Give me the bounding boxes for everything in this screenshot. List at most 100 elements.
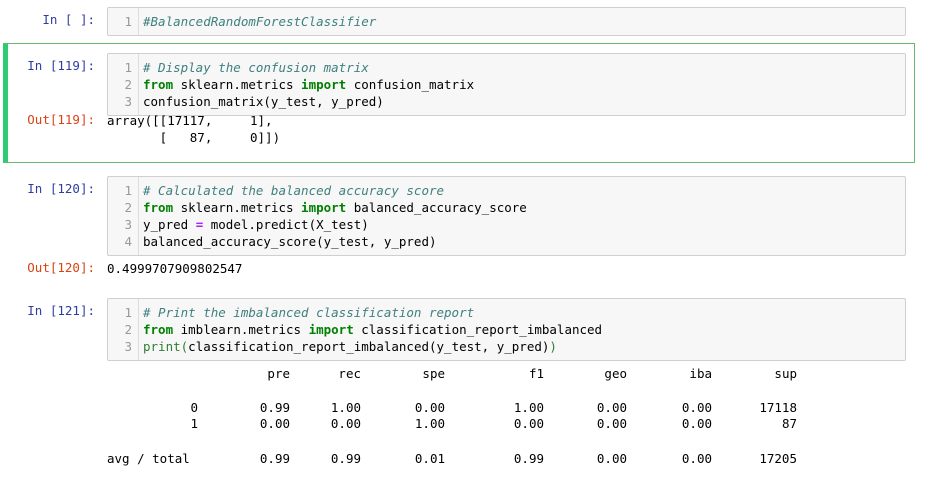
code-token: import (308, 322, 354, 337)
report-cell: 0.00 (681, 400, 712, 415)
code-line: 1 # Display the confusion matrix (108, 59, 905, 76)
code-token: ( (180, 339, 189, 354)
code-token: confusion_matrix (346, 77, 475, 92)
report-cell: 0.99 (259, 451, 290, 466)
report-header: geo (604, 366, 627, 381)
report-header: f1 (528, 366, 544, 381)
report-cell: 0.00 (596, 451, 627, 466)
code-line: 1 # Calculated the balanced accuracy scor… (108, 182, 905, 199)
code-token: #BalancedRandomForestClassifier (143, 14, 377, 29)
line-number: 2 (124, 200, 132, 215)
code-line: 2 from sklearn.metrics import confusion_m… (108, 76, 905, 93)
report-cell: 0.99 (513, 451, 544, 466)
code-token: print (143, 339, 181, 354)
code-editor[interactable]: 1 # Display the confusion matrix 2 from skl… (107, 53, 906, 116)
report-cell: 87 (781, 416, 797, 431)
output-text: 0.4999707909802547 (107, 261, 243, 276)
input-prompt: In [119]: (27, 58, 95, 73)
report-cell: 1.00 (330, 400, 361, 415)
code-token: from (143, 77, 174, 92)
code-text: from sklearn.metrics import balanced_acc… (143, 199, 527, 216)
code-token: classification_report_imbalanced(y_test,… (188, 339, 550, 354)
line-number: 2 (124, 322, 132, 337)
report-cell: 0.00 (596, 400, 627, 415)
line-number: 1 (124, 14, 132, 29)
code-token: sklearn.metrics (173, 77, 302, 92)
code-token: model.predict(X_test) (203, 217, 369, 232)
code-text: print(classification_report_imbalanced(y… (143, 338, 557, 355)
line-number: 1 (124, 305, 132, 320)
code-line: 3 print(classification_report_imbalanced(… (108, 338, 905, 355)
report-cell: 0.00 (414, 400, 445, 415)
code-text: from imblearn.metrics import classificat… (143, 321, 602, 338)
code-editor[interactable]: 1 # Print the imbalanced classification r… (107, 298, 906, 361)
report-header: sup (774, 366, 797, 381)
code-text: y_pred = model.predict(X_test) (143, 216, 369, 233)
report-header: iba (689, 366, 712, 381)
code-token: confusion_matrix(y_test, y_pred) (143, 94, 384, 109)
report-cell: 0.00 (259, 416, 290, 431)
code-line: 1 #BalancedRandomForestClassifier (108, 13, 905, 30)
report-cell: 0.99 (330, 451, 361, 466)
line-number: 4 (124, 234, 132, 249)
line-number-gutter (108, 299, 139, 360)
code-line: 3 confusion_matrix(y_test, y_pred) (108, 93, 905, 110)
code-token: balanced_accuracy_score (346, 200, 527, 215)
report-cell: 17118 (759, 400, 797, 415)
line-number-gutter (108, 8, 139, 35)
line-number: 1 (124, 183, 132, 198)
code-line: 4 balanced_accuracy_score(y_test, y_pred) (108, 233, 905, 250)
report-header: spe (422, 366, 445, 381)
report-row-label: 0 (190, 400, 198, 415)
report-cell: 1.00 (414, 416, 445, 431)
output-prompt: Out[119]: (27, 112, 95, 127)
code-token: # Calculated the balanced accuracy score (143, 183, 445, 198)
code-text: # Display the confusion matrix (143, 59, 369, 76)
report-header: rec (338, 366, 361, 381)
report-cell: 1.00 (513, 400, 544, 415)
report-cell: 0.00 (596, 416, 627, 431)
code-text: confusion_matrix(y_test, y_pred) (143, 93, 384, 110)
code-line: 3 y_pred = model.predict(X_test) (108, 216, 905, 233)
code-text: # Print the imbalanced classification re… (143, 304, 474, 321)
code-line: 2 from sklearn.metrics import balanced_ac… (108, 199, 905, 216)
code-line: 1 # Print the imbalanced classification r… (108, 304, 905, 321)
code-token: # Print the imbalanced classification re… (143, 305, 475, 320)
report-row-label: 1 (190, 416, 198, 431)
code-token: from (143, 322, 174, 337)
report-cell: 0.00 (330, 416, 361, 431)
code-token: balanced_accuracy_score(y_test, y_pred) (143, 234, 437, 249)
line-number: 3 (124, 217, 132, 232)
code-editor[interactable]: 1 # Calculated the balanced accuracy scor… (107, 176, 906, 256)
code-token: # Display the confusion matrix (143, 60, 369, 75)
output-text: array([[17117, 1], [ 87, 0]]) (107, 113, 281, 145)
report-header: pre (267, 366, 290, 381)
code-token: sklearn.metrics (173, 200, 302, 215)
code-token: = (195, 217, 204, 232)
code-text: #BalancedRandomForestClassifier (143, 13, 376, 30)
code-token: imblearn.metrics (173, 322, 309, 337)
line-number: 3 (124, 339, 132, 354)
line-number: 3 (124, 94, 132, 109)
code-text: # Calculated the balanced accuracy score (143, 182, 444, 199)
report-cell: 0.99 (259, 400, 290, 415)
report-cell: 0.00 (681, 416, 712, 431)
code-token: import (301, 77, 347, 92)
code-text: balanced_accuracy_score(y_test, y_pred) (143, 233, 437, 250)
report-cell: 17205 (759, 451, 797, 466)
input-prompt: In [121]: (27, 303, 95, 318)
code-token: ) (549, 339, 557, 354)
report-cell: 0.00 (681, 451, 712, 466)
line-number-gutter (108, 177, 139, 255)
report-cell: 0.00 (513, 416, 544, 431)
input-prompt: In [120]: (27, 181, 95, 196)
line-number: 1 (124, 60, 132, 75)
code-editor[interactable]: 1 #BalancedRandomForestClassifier (107, 7, 906, 36)
report-row-label: avg / total (107, 451, 190, 466)
code-token: y_pred (143, 217, 196, 232)
line-number: 2 (124, 77, 132, 92)
output-prompt: Out[120]: (27, 260, 95, 275)
input-prompt: In [ ]: (42, 12, 95, 27)
line-number-gutter (108, 54, 139, 115)
report-cell: 0.01 (414, 451, 445, 466)
